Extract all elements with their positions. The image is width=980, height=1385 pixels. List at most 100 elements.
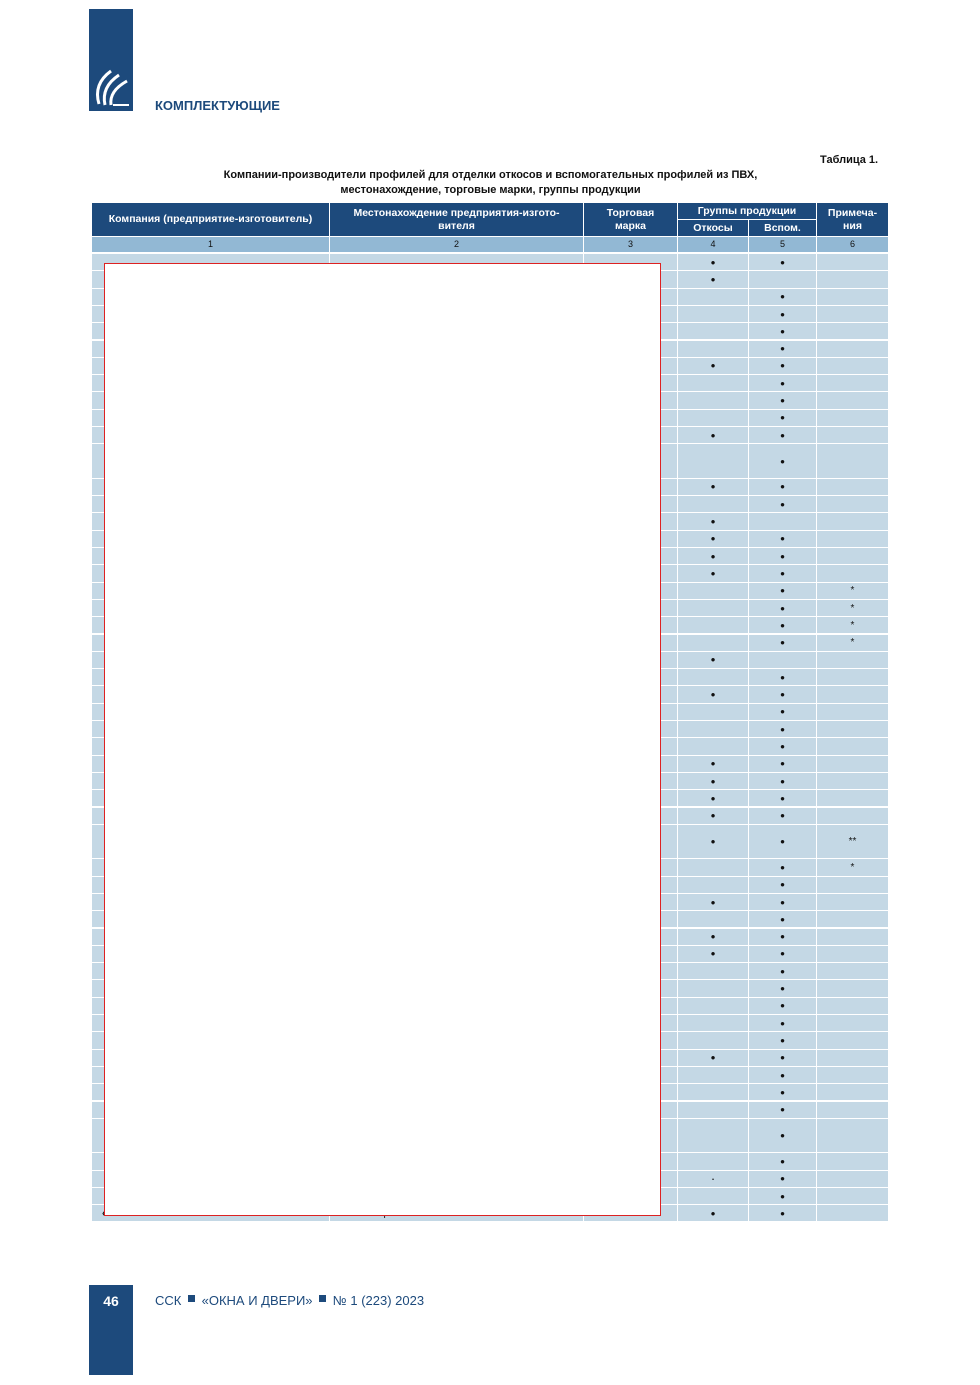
cell: [678, 340, 748, 357]
cell: •: [749, 599, 816, 617]
number: 2: [453, 239, 459, 249]
cell: [817, 1066, 888, 1084]
cell: •: [749, 1032, 816, 1049]
vspom: •: [780, 859, 785, 875]
column-header: Торговая марка: [584, 203, 677, 236]
cell: •: [749, 928, 816, 945]
cell: •: [749, 1015, 816, 1032]
cell: [817, 703, 888, 720]
vspom: •: [780, 963, 785, 979]
cell: [817, 548, 888, 565]
table-title: Компании-производители профилей для отде…: [92, 168, 889, 198]
vspom: •: [780, 721, 785, 737]
column-number: 2: [330, 237, 583, 252]
otkosy: •: [710, 790, 716, 806]
cell: [817, 1118, 888, 1153]
cell: •: [749, 323, 816, 340]
vspom: •: [780, 1050, 785, 1066]
section-title: КОМПЛЕКТУЮЩИЕ: [155, 98, 280, 113]
cell: [678, 738, 748, 755]
note: **: [848, 836, 857, 848]
cell: *: [817, 859, 888, 876]
separator: [319, 1295, 327, 1302]
header-line: Компания (предприятие-изготовитель): [108, 213, 313, 225]
cell: [817, 997, 888, 1014]
column-header: Местонахождение предприятия-изгото-вител…: [330, 203, 583, 236]
cell: [817, 807, 888, 824]
vspom: •: [780, 877, 785, 893]
cell: •: [749, 530, 816, 547]
cell: [678, 963, 748, 980]
otkosy: •: [710, 929, 716, 945]
vspom: •: [780, 738, 785, 754]
column-number: 1: [92, 237, 329, 252]
cell: [678, 599, 748, 617]
vspom: •: [780, 808, 785, 824]
cell: •: [678, 478, 748, 496]
cell: [817, 980, 888, 997]
cell: •: [749, 357, 816, 375]
cell: •: [749, 790, 816, 807]
cover: [104, 263, 661, 1216]
cell: [817, 530, 888, 547]
cell: [817, 357, 888, 375]
header-text: Вспом.: [764, 221, 801, 234]
cell: [817, 669, 888, 686]
header-line: вителя: [438, 219, 475, 232]
cell: •: [749, 496, 816, 513]
title-line: Компании-производители профилей для отде…: [223, 169, 758, 181]
cell: •: [749, 617, 816, 634]
cell: •: [749, 686, 816, 703]
cell: •: [678, 686, 748, 703]
cell: [749, 651, 816, 669]
cell: [817, 375, 888, 392]
cell: •: [749, 548, 816, 565]
vspom: •: [780, 773, 785, 789]
cell: [678, 375, 748, 392]
note: *: [850, 861, 855, 873]
vspom: •: [780, 1084, 785, 1100]
cell: [678, 859, 748, 876]
cell: [678, 1101, 748, 1118]
cell: **: [817, 824, 888, 859]
cell: [678, 1015, 748, 1032]
cell: •: [749, 1153, 816, 1170]
vspom: •: [780, 1171, 785, 1187]
cell: •: [749, 703, 816, 720]
otkosy: •: [710, 531, 716, 547]
cell: [678, 1153, 748, 1170]
vspom: •: [780, 1102, 785, 1118]
cell: [678, 911, 748, 928]
otkosy: •: [710, 271, 716, 287]
vspom: •: [780, 911, 785, 927]
issue: № 1 (223) 2023: [332, 1293, 425, 1308]
cell: [817, 288, 888, 305]
cell: •: [749, 565, 816, 582]
cell: [749, 513, 816, 530]
vspom: •: [780, 306, 785, 322]
cell: [817, 686, 888, 703]
cell: [678, 444, 748, 478]
cell: •: [749, 876, 816, 893]
cell: [678, 288, 748, 305]
cell: [678, 582, 748, 599]
cell: [817, 945, 888, 963]
cell: •: [678, 772, 748, 790]
cell: [817, 1170, 888, 1187]
cell: [678, 721, 748, 738]
cell: •: [749, 1066, 816, 1084]
cell: [678, 305, 748, 323]
cell: [817, 254, 888, 271]
cell: •: [749, 1187, 816, 1205]
cell: •: [678, 807, 748, 824]
cell: [678, 634, 748, 651]
otkosy: •: [710, 808, 716, 824]
page-number-block: 46: [89, 1285, 133, 1375]
cell: *: [817, 599, 888, 617]
column-number: 6: [817, 237, 888, 252]
cell: •: [678, 755, 748, 772]
otkosy: •: [710, 548, 716, 564]
note: *: [850, 637, 855, 649]
cell: •: [678, 530, 748, 547]
